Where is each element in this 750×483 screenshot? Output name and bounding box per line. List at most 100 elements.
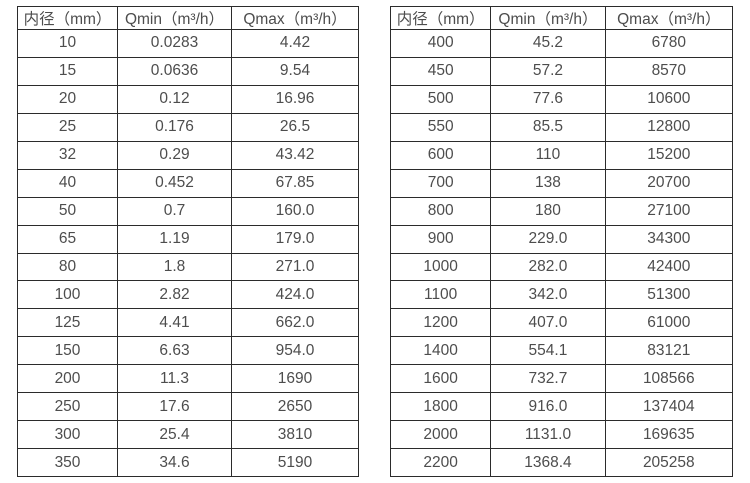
- table-header-row: 内径（mm） Qmin（m³/h） Qmax（m³/h）: [17, 6, 359, 30]
- table-cell: 3810: [231, 420, 359, 450]
- table-cell: 4.41: [117, 308, 232, 338]
- table-cell: 15200: [604, 140, 734, 170]
- table-cell: 1600: [389, 364, 492, 394]
- table-cell: 282.0: [490, 252, 606, 282]
- column-header-qmax: Qmax（m³/h）: [604, 6, 734, 30]
- table-row: 600 110 15200: [389, 140, 734, 170]
- table-cell: 2650: [231, 392, 359, 422]
- table-cell: 450: [389, 56, 492, 86]
- table-cell: 6780: [604, 29, 734, 58]
- table-row: 1100 342.0 51300: [389, 280, 734, 310]
- table-cell: 25: [17, 112, 118, 142]
- column-header-qmax: Qmax（m³/h）: [231, 6, 359, 30]
- flow-table-left: 内径（mm） Qmin（m³/h） Qmax（m³/h） 10 0.0283 4.4…: [17, 6, 359, 477]
- table-cell: 125: [17, 308, 118, 338]
- table-cell: 732.7: [490, 364, 606, 394]
- table-cell: 160.0: [231, 196, 359, 226]
- table-row: 150 6.63 954.0: [17, 336, 359, 366]
- table-cell: 0.12: [117, 84, 232, 114]
- table-cell: 16.96: [231, 84, 359, 114]
- table-cell: 179.0: [231, 224, 359, 254]
- table-row: 2200 1368.4 205258: [389, 448, 734, 477]
- table-cell: 108566: [604, 364, 734, 394]
- table-cell: 1000: [389, 252, 492, 282]
- table-cell: 8570: [604, 56, 734, 86]
- table-row: 300 25.4 3810: [17, 420, 359, 450]
- table-cell: 0.29: [117, 140, 232, 170]
- table-cell: 1.8: [117, 252, 232, 282]
- table-cell: 954.0: [231, 336, 359, 366]
- table-cell: 271.0: [231, 252, 359, 282]
- table-cell: 150: [17, 336, 118, 366]
- table-cell: 200: [17, 364, 118, 394]
- table-cell: 1.19: [117, 224, 232, 254]
- table-row: 400 45.2 6780: [389, 29, 734, 58]
- table-cell: 229.0: [490, 224, 606, 254]
- table-row: 1800 916.0 137404: [389, 392, 734, 422]
- table-cell: 5190: [231, 448, 359, 477]
- table-row: 125 4.41 662.0: [17, 308, 359, 338]
- table-cell: 40: [17, 168, 118, 198]
- table-cell: 0.7: [117, 196, 232, 226]
- table-cell: 85.5: [490, 112, 606, 142]
- table-cell: 0.452: [117, 168, 232, 198]
- table-cell: 300: [17, 420, 118, 450]
- table-cell: 554.1: [490, 336, 606, 366]
- table-cell: 17.6: [117, 392, 232, 422]
- table-row: 50 0.7 160.0: [17, 196, 359, 226]
- table-row: 250 17.6 2650: [17, 392, 359, 422]
- table-cell: 500: [389, 84, 492, 114]
- table-cell: 80: [17, 252, 118, 282]
- table-row: 25 0.176 26.5: [17, 112, 359, 142]
- table-row: 15 0.0636 9.54: [17, 56, 359, 86]
- table-cell: 1368.4: [490, 448, 606, 477]
- table-cell: 0.176: [117, 112, 232, 142]
- table-row: 550 85.5 12800: [389, 112, 734, 142]
- table-cell: 57.2: [490, 56, 606, 86]
- table-row: 800 180 27100: [389, 196, 734, 226]
- table-cell: 67.85: [231, 168, 359, 198]
- table-cell: 10600: [604, 84, 734, 114]
- table-row: 65 1.19 179.0: [17, 224, 359, 254]
- table-cell: 2000: [389, 420, 492, 450]
- table-cell: 43.42: [231, 140, 359, 170]
- table-cell: 11.3: [117, 364, 232, 394]
- table-row: 80 1.8 271.0: [17, 252, 359, 282]
- table-cell: 169635: [604, 420, 734, 450]
- table-cell: 26.5: [231, 112, 359, 142]
- table-cell: 42400: [604, 252, 734, 282]
- table-cell: 400: [389, 29, 492, 58]
- table-row: 200 11.3 1690: [17, 364, 359, 394]
- table-cell: 20: [17, 84, 118, 114]
- table-cell: 2.82: [117, 280, 232, 310]
- table-cell: 45.2: [490, 29, 606, 58]
- table-cell: 600: [389, 140, 492, 170]
- table-cell: 250: [17, 392, 118, 422]
- table-cell: 27100: [604, 196, 734, 226]
- table-cell: 100: [17, 280, 118, 310]
- table-cell: 2200: [389, 448, 492, 477]
- table-cell: 662.0: [231, 308, 359, 338]
- column-header-diameter: 内径（mm）: [17, 6, 118, 30]
- table-cell: 34.6: [117, 448, 232, 477]
- table-cell: 180: [490, 196, 606, 226]
- table-row: 20 0.12 16.96: [17, 84, 359, 114]
- table-cell: 83121: [604, 336, 734, 366]
- table-row: 2000 1131.0 169635: [389, 420, 734, 450]
- table-cell: 1400: [389, 336, 492, 366]
- table-cell: 900: [389, 224, 492, 254]
- table-cell: 51300: [604, 280, 734, 310]
- table-cell: 916.0: [490, 392, 606, 422]
- table-cell: 137404: [604, 392, 734, 422]
- column-header-qmin: Qmin（m³/h）: [490, 6, 606, 30]
- table-cell: 9.54: [231, 56, 359, 86]
- table-cell: 61000: [604, 308, 734, 338]
- table-cell: 10: [17, 29, 118, 58]
- table-cell: 138: [490, 168, 606, 198]
- table-cell: 350: [17, 448, 118, 477]
- table-row: 100 2.82 424.0: [17, 280, 359, 310]
- table-row: 10 0.0283 4.42: [17, 29, 359, 58]
- table-row: 450 57.2 8570: [389, 56, 734, 86]
- table-cell: 1100: [389, 280, 492, 310]
